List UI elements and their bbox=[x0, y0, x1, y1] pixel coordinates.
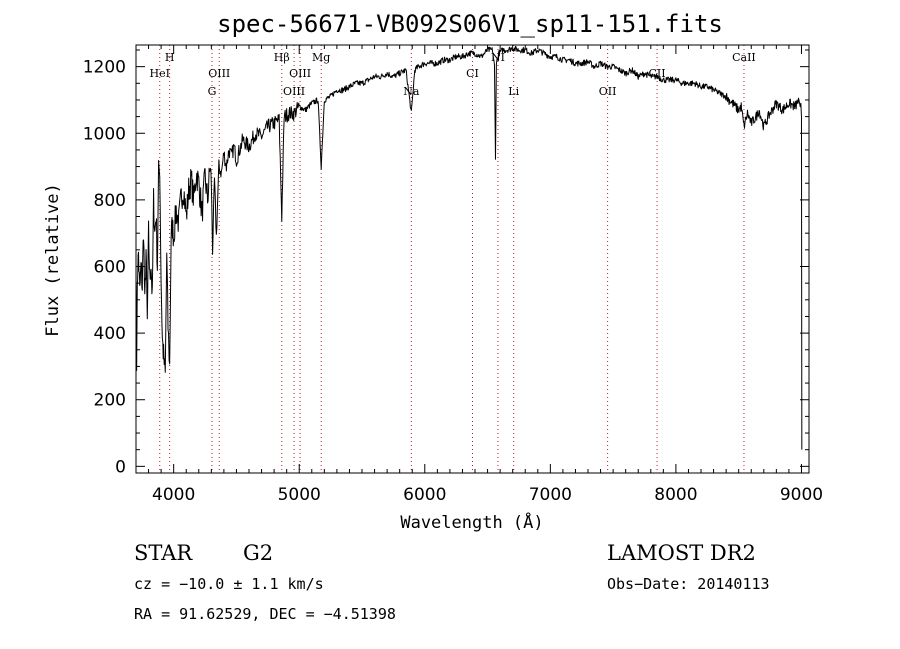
y-tick-label: 600 bbox=[94, 257, 126, 277]
chart-title: spec-56671-VB092S06V1_sp11-151.fits bbox=[217, 10, 723, 38]
axis-ticks: 4000 5000 6000 7000 8000 9000 0 200 400 600 800 100… bbox=[83, 45, 823, 505]
y-tick-label: 200 bbox=[94, 391, 126, 411]
line-marker-label: Li bbox=[508, 85, 519, 98]
y-tick-label: 1000 bbox=[83, 124, 126, 144]
line-marker-label: H bbox=[165, 51, 175, 64]
line-marker-label: CaII bbox=[732, 51, 756, 64]
observation-date: Obs−Date: 20140113 bbox=[607, 575, 770, 593]
survey-name: LAMOST DR2 bbox=[607, 541, 756, 565]
y-tick-label: 400 bbox=[94, 324, 126, 344]
y-tick-label: 800 bbox=[94, 191, 126, 211]
x-tick-label: 4000 bbox=[152, 485, 195, 505]
line-marker-label: HeI bbox=[150, 67, 170, 80]
spectrum-line bbox=[135, 45, 803, 450]
line-marker-label: Hβ bbox=[274, 51, 290, 64]
y-tick-label: 1200 bbox=[83, 58, 126, 78]
line-marker-label: OIII bbox=[283, 85, 305, 98]
y-axis-label: Flux (relative) bbox=[43, 183, 63, 337]
x-tick-label: 6000 bbox=[403, 485, 446, 505]
line-marker-label: G bbox=[208, 85, 217, 98]
line-marker-label: Na bbox=[403, 85, 420, 98]
x-tick-label: 8000 bbox=[654, 485, 697, 505]
y-tick-label: 0 bbox=[115, 457, 126, 477]
x-tick-label: 7000 bbox=[529, 485, 572, 505]
object-subclass: G2 bbox=[243, 541, 273, 565]
line-marker-label: OII bbox=[599, 85, 617, 98]
x-tick-label: 9000 bbox=[780, 485, 823, 505]
coordinates: RA = 91.62529, DEC = −4.51398 bbox=[134, 605, 396, 623]
redshift-cz: cz = −10.0 ± 1.1 km/s bbox=[134, 575, 324, 593]
x-axis-label: Wavelength (Å) bbox=[400, 511, 543, 533]
line-marker-label: OIII bbox=[208, 67, 230, 80]
object-class: STAR bbox=[134, 541, 193, 565]
info-block: STAR G2 LAMOST DR2 cz = −10.0 ± 1.1 km/s… bbox=[134, 541, 770, 623]
y-axis-label-text: Flux (relative) bbox=[43, 183, 63, 337]
line-marker-label: CII bbox=[649, 67, 666, 80]
line-marker-label: CI bbox=[466, 67, 479, 80]
plot-frame bbox=[135, 44, 810, 474]
line-marker-label: Mg bbox=[312, 51, 330, 64]
x-tick-label: 5000 bbox=[278, 485, 321, 505]
line-marker-label: OIII bbox=[289, 67, 311, 80]
